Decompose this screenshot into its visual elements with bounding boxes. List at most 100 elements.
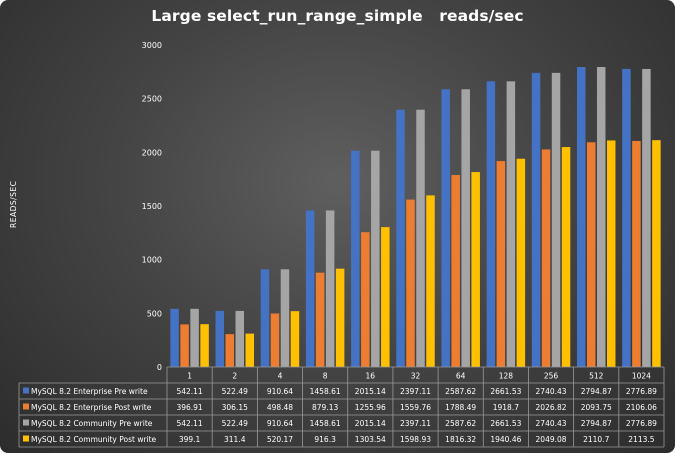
legend-swatch: [23, 435, 29, 442]
legend-swatch: [23, 419, 29, 426]
bar: [305, 210, 315, 367]
data-label: 2397.11: [400, 387, 431, 396]
x-tick-label: 8: [323, 372, 328, 381]
data-label: 1559.76: [400, 403, 431, 412]
bar: [416, 109, 425, 367]
bar: [642, 68, 651, 367]
bar: [461, 89, 470, 368]
y-tick-label: 2000: [142, 148, 162, 157]
x-tick-label: 64: [456, 372, 466, 381]
data-label: 498.48: [267, 403, 293, 412]
data-label: 2110.7: [583, 435, 609, 444]
data-label: 2776.89: [626, 419, 657, 428]
bar: [561, 147, 571, 367]
y-tick-label: 500: [147, 309, 162, 318]
bar: [335, 268, 345, 367]
bar: [245, 333, 255, 367]
bar: [215, 310, 225, 367]
data-label: 2740.43: [536, 419, 567, 428]
data-label: 1788.49: [445, 403, 476, 412]
data-label: 2015.14: [355, 419, 386, 428]
bar: [225, 334, 235, 367]
x-tick-label: 4: [278, 372, 283, 381]
bar: [361, 232, 370, 367]
data-label: 2015.14: [355, 387, 386, 396]
bar: [260, 269, 270, 367]
bar: [190, 308, 199, 367]
bar: [200, 324, 209, 367]
data-label: 1303.54: [355, 435, 386, 444]
data-label: 1940.46: [490, 435, 521, 444]
y-tick-label: 1000: [142, 256, 162, 265]
data-label: 399.1: [179, 435, 201, 444]
x-tick-label: 512: [589, 372, 604, 381]
data-label: 311.4: [224, 435, 246, 444]
data-label: 2661.53: [490, 419, 521, 428]
data-label: 542.11: [176, 419, 202, 428]
bar: [371, 150, 380, 367]
data-label: 396.91: [176, 403, 202, 412]
bar: [471, 172, 480, 367]
bar: [180, 324, 189, 367]
bar: [496, 161, 506, 367]
bar: [531, 72, 541, 368]
legend-swatch: [23, 387, 29, 394]
bar: [396, 109, 405, 367]
bar: [652, 140, 661, 367]
x-tick-label: 128: [499, 372, 514, 381]
bar: [381, 227, 390, 367]
data-label: 520.17: [267, 435, 293, 444]
legend-entry: MySQL 8.2 Enterprise Pre write: [31, 387, 148, 396]
bar: [270, 313, 280, 367]
bar: [622, 68, 631, 367]
bar: [170, 308, 179, 367]
data-label: 1816.32: [445, 435, 476, 444]
bar: [290, 311, 300, 367]
data-label: 2397.11: [400, 419, 431, 428]
bar: [406, 199, 415, 367]
legend-entry: MySQL 8.2 Enterprise Post write: [31, 403, 152, 412]
bar: [516, 158, 526, 367]
legend-swatch: [23, 403, 29, 410]
bar: [506, 81, 516, 368]
bar: [315, 272, 325, 367]
data-label: 910.64: [267, 419, 293, 428]
x-tick-label: 256: [544, 372, 559, 381]
data-label: 1918.7: [493, 403, 519, 412]
y-tick-label: 2500: [142, 95, 162, 104]
data-label: 2794.87: [581, 419, 612, 428]
bar: [351, 150, 360, 367]
bar: [235, 310, 245, 367]
data-label: 1598.93: [400, 435, 431, 444]
bar: [451, 175, 460, 367]
data-label: 2113.5: [628, 435, 654, 444]
bar: [596, 67, 606, 368]
data-label: 2794.87: [581, 387, 612, 396]
data-label: 2587.62: [445, 419, 476, 428]
data-label: 522.49: [222, 419, 248, 428]
data-label: 2093.75: [581, 403, 612, 412]
data-label: 306.15: [222, 403, 248, 412]
data-label: 910.64: [267, 387, 293, 396]
data-label: 1458.61: [310, 419, 341, 428]
legend-entry: MySQL 8.2 Community Pre write: [31, 419, 153, 428]
bar: [426, 195, 435, 367]
data-label: 2776.89: [626, 387, 657, 396]
bar: [576, 67, 586, 368]
chart-title: Large select_run_range_simple reads/sec: [151, 7, 524, 25]
x-tick-label: 1: [187, 372, 192, 381]
data-label: 2587.62: [445, 387, 476, 396]
data-label: 1255.96: [355, 403, 386, 412]
data-label: 879.13: [312, 403, 338, 412]
y-tick-label: 1500: [142, 202, 162, 211]
bar: [486, 81, 496, 368]
bar: [586, 142, 596, 367]
y-tick-label: 3000: [142, 41, 162, 50]
y-tick-label: 0: [157, 363, 162, 372]
bar: [441, 89, 450, 368]
legend-entry: MySQL 8.2 Community Post write: [31, 435, 157, 444]
data-label: 916.3: [314, 435, 336, 444]
x-tick-label: 1024: [632, 372, 651, 381]
data-label: 2106.06: [626, 403, 657, 412]
